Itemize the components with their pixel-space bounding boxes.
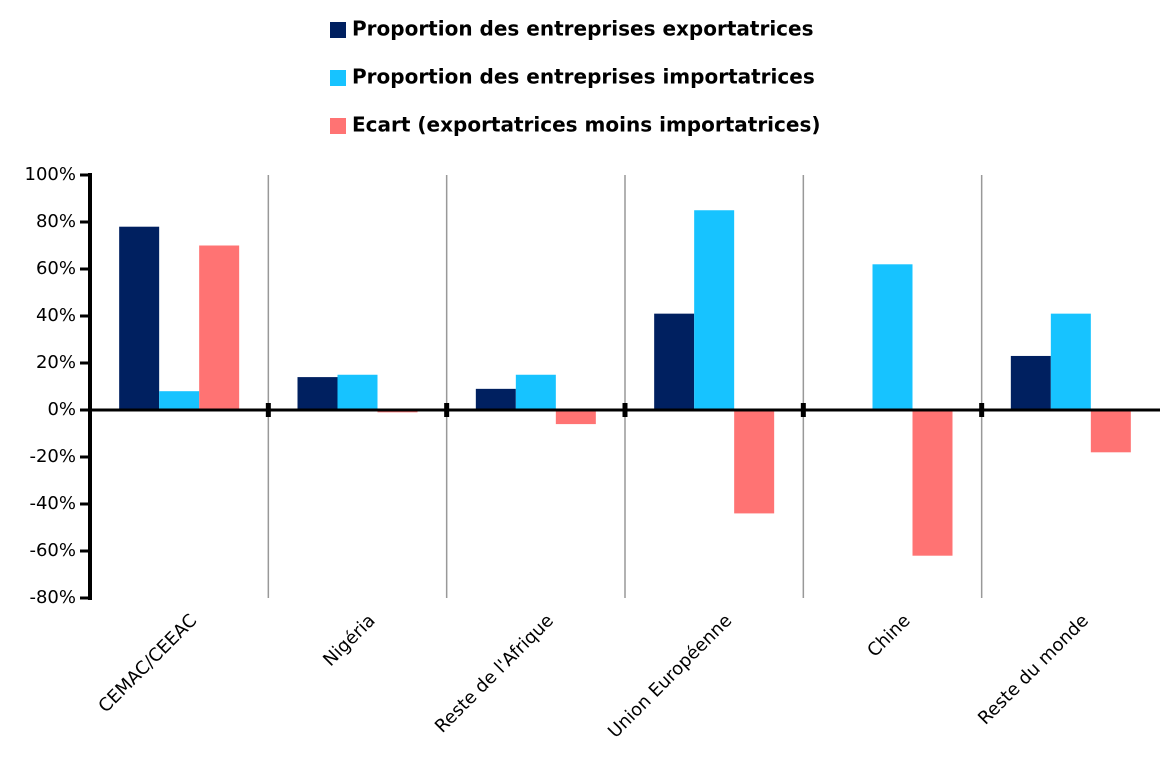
bar (1010, 355, 1051, 410)
legend-label: Ecart (exportatrices moins importatrices… (352, 113, 821, 137)
bar (694, 210, 735, 410)
bar (872, 264, 913, 410)
y-tick-label: -80% (29, 587, 76, 608)
legend-label: Proportion des entreprises exportatrices (352, 17, 814, 41)
y-tick-label: -60% (29, 540, 76, 561)
bar (159, 391, 200, 410)
y-tick-label: 0% (47, 399, 76, 420)
bar (199, 245, 240, 410)
bar (654, 313, 695, 410)
y-tick-label: 80% (36, 211, 76, 232)
bar (515, 374, 556, 410)
x-tick-label: Reste du monde (974, 610, 1093, 729)
legend-swatch (330, 22, 346, 38)
y-tick-label: 20% (36, 352, 76, 373)
x-tick-label: CEMAC/CEEAC (94, 610, 201, 717)
bar (912, 410, 953, 556)
y-tick-label: -40% (29, 493, 76, 514)
bar (734, 410, 775, 514)
bar (1050, 313, 1091, 410)
bar (119, 226, 160, 410)
bar (297, 377, 338, 410)
y-tick-label: 100% (25, 164, 76, 185)
y-tick-label: 60% (36, 258, 76, 279)
bar (475, 388, 516, 410)
x-tick-label: Union Européenne (604, 610, 736, 742)
x-tick-label: Chine (863, 610, 914, 661)
legend-swatch (330, 70, 346, 86)
x-tick-label: Nigéria (319, 610, 379, 670)
x-tick-label: Reste de l'Afrique (431, 610, 558, 737)
bar (1090, 410, 1131, 453)
legend-label: Proportion des entreprises importatrices (352, 65, 815, 89)
bar (555, 410, 596, 425)
bar (337, 374, 378, 410)
y-tick-label: -20% (29, 446, 76, 467)
legend-swatch (330, 118, 346, 134)
y-tick-label: 40% (36, 305, 76, 326)
